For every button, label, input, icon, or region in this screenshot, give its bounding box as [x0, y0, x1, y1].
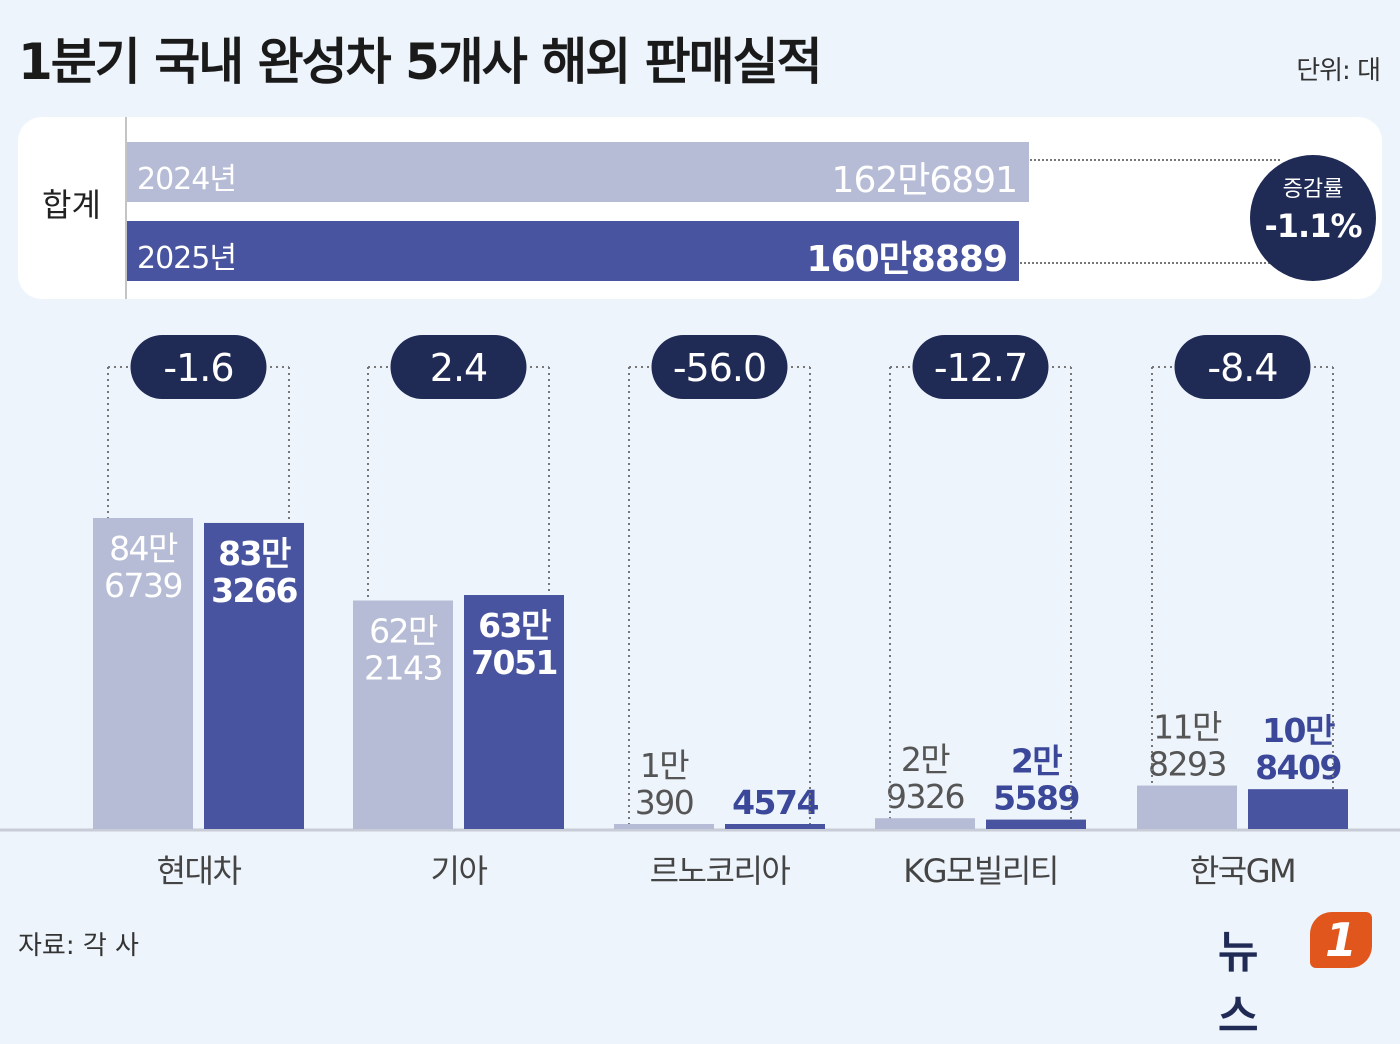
bar-2025 [464, 595, 564, 829]
change-badge [130, 335, 267, 399]
data-label: 5589 [993, 779, 1079, 818]
data-label: 83만 [218, 534, 291, 573]
bar-2025 [1248, 789, 1348, 829]
change-value: -56.0 [673, 346, 766, 390]
bar-2025 [204, 522, 304, 829]
total-axis-line [125, 117, 127, 299]
data-label: 8409 [1255, 748, 1341, 787]
category-label: 기아 [431, 852, 488, 890]
data-label: 7051 [471, 643, 557, 682]
total-rate-badge: 증감률 -1.1% [1250, 155, 1376, 281]
category-label: 르노코리아 [650, 852, 791, 890]
change-badge [1174, 335, 1311, 399]
total-label: 합계 [42, 186, 101, 224]
category-label: 현대차 [157, 852, 242, 890]
total-value-2025: 160만8889 [806, 239, 1008, 280]
category-label: 한국GM [1190, 852, 1295, 890]
total-year-2025: 2025년 [137, 241, 237, 276]
data-label: 3266 [211, 571, 297, 610]
change-value: 2.4 [430, 346, 487, 390]
bar-2024 [353, 600, 453, 829]
bar-2024 [875, 818, 975, 829]
logo-badge: 1 [1310, 912, 1372, 968]
data-label: 63만 [478, 606, 551, 645]
data-label: 84만 [109, 529, 178, 568]
data-label: 62만 [369, 611, 438, 650]
total-rate-label: 증감률 [1282, 177, 1344, 202]
data-label: 1만 [640, 746, 689, 785]
data-label: 390 [635, 783, 694, 822]
data-label: 9326 [886, 777, 964, 816]
change-value: -1.6 [163, 346, 233, 390]
data-label: 2만 [901, 740, 950, 779]
total-panel: 합계 2024년 162만6891 2025년 160만8889 [18, 117, 1382, 299]
change-value: -8.4 [1207, 346, 1277, 390]
change-badge [651, 335, 788, 399]
total-bar-2024: 2024년 162만6891 [127, 142, 1029, 202]
data-label: 2만 [1011, 742, 1062, 781]
bar-2024 [614, 824, 714, 829]
chart-title: 1분기 국내 완성차 5개사 해외 판매실적 [18, 33, 823, 91]
change-badge [390, 335, 527, 399]
data-label: 2143 [364, 648, 442, 687]
total-leader-2025 [1020, 262, 1270, 264]
category-label: KG모빌리티 [903, 852, 1058, 890]
total-bar-2025: 2025년 160만8889 [127, 221, 1019, 281]
change-badge [912, 335, 1049, 399]
data-label: 11만 [1153, 708, 1222, 747]
bar-2025 [725, 824, 825, 829]
total-rate-value: -1.1% [1264, 207, 1362, 245]
total-year-2024: 2024년 [137, 162, 237, 197]
total-value-2024: 162만6891 [831, 160, 1018, 201]
data-label: 10만 [1262, 711, 1335, 750]
logo-text: 뉴스 [1218, 927, 1259, 1042]
source-note: 자료: 각 사 [18, 931, 139, 961]
bar-2024 [93, 518, 193, 829]
unit-label: 단위: 대 [1296, 56, 1381, 86]
bar-2024 [1137, 785, 1237, 829]
total-leader-2024 [1030, 159, 1280, 161]
change-value: -12.7 [934, 346, 1027, 390]
data-label: 6739 [104, 566, 182, 605]
bar-2025 [986, 819, 1086, 829]
data-label: 8293 [1148, 745, 1226, 784]
data-label: 4574 [732, 783, 818, 822]
